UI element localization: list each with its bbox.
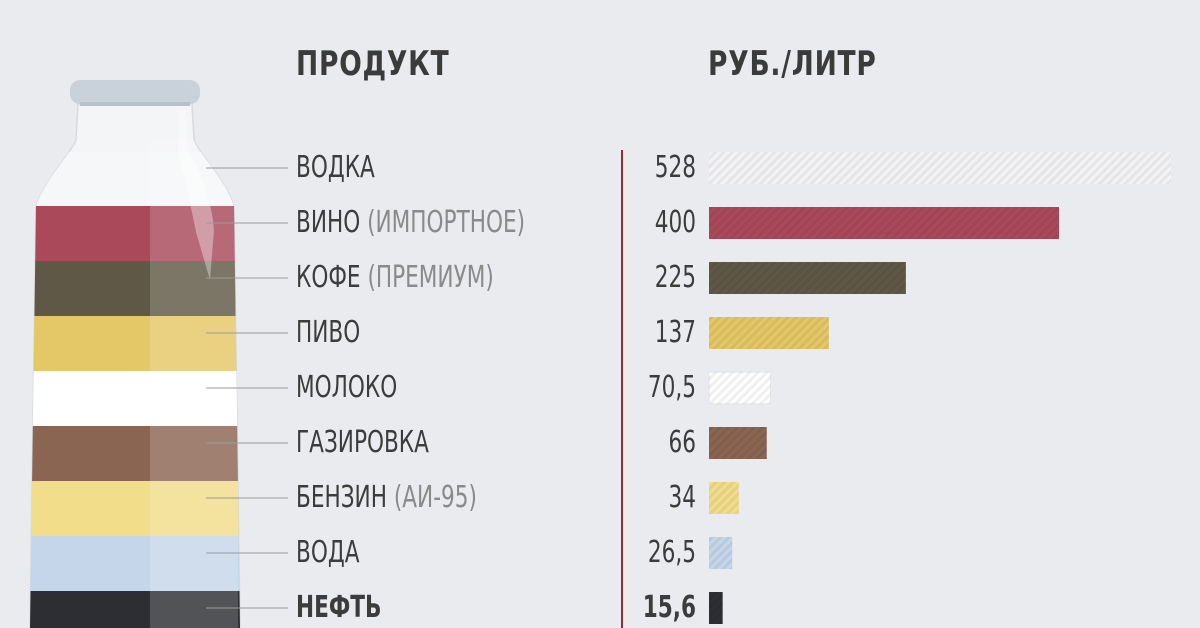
product-name: ВОДКА [296,150,375,185]
product-column-header: ПРОДУКТ [296,44,450,84]
bottle-cap [70,80,200,104]
bottle-illustration [29,80,241,628]
product-label: МОЛОКО [296,368,397,408]
product-label: ВИНО (ИМПОРТНОЕ) [296,203,525,243]
bottle-layer [30,426,240,482]
price-column-header: РУБ./ЛИТР [708,44,877,84]
price-value: 15,6 [642,590,696,625]
bottle-layer [30,536,240,592]
bar-texture [709,207,1059,239]
bar-texture [709,537,733,569]
product-name: ВОДА [296,535,360,570]
bar-texture [709,592,723,624]
product-label: ПИВО [296,313,360,353]
product-label: ВОДА [296,533,359,573]
product-name: ПИВО [296,315,361,350]
product-label: ГАЗИРОВКА [296,423,429,463]
price-value: 400 [654,205,696,240]
bottle-shine [150,140,238,628]
price-value: 528 [654,150,696,185]
bottle-layer [30,591,240,628]
product-name: ГАЗИРОВКА [296,425,429,460]
product-label: КОФЕ (ПРЕМИУМ) [296,258,494,298]
product-label: БЕНЗИН (АИ-95) [296,478,477,518]
bottle-layer [30,261,240,317]
price-value: 66 [668,425,696,460]
product-name: НЕФТЬ [296,590,382,625]
product-name: КОФЕ [296,260,368,295]
product-qualifier: (ПРЕМИУМ) [367,260,494,295]
leader-lines [206,167,288,609]
price-value: 34 [668,480,696,515]
price-value: 137 [654,315,696,350]
price-value: 26,5 [647,535,696,570]
bar-texture [709,152,1171,184]
bottle-layer [30,481,240,537]
bottle-layers [30,152,240,628]
product-qualifier: (ИМПОРТНОЕ) [367,205,526,240]
product-name: БЕНЗИН [296,480,394,515]
bar-texture [709,372,771,404]
bar-texture [709,317,829,349]
bars [708,152,1171,624]
product-qualifier: (АИ-95) [393,480,477,515]
bottle-highlight [178,110,214,280]
bottle-layer [30,206,240,262]
bar-texture [709,262,906,294]
price-value: 225 [654,260,696,295]
bottle-layer [30,152,240,206]
bar-texture [709,427,767,459]
product-label: ВОДКА [296,148,375,188]
bottle-layer [30,316,240,372]
product-name: ВИНО [296,205,368,240]
bar-texture [709,482,739,514]
bottle-cap-rim [80,102,190,106]
price-value: 70,5 [647,370,696,405]
product-name: МОЛОКО [296,370,398,405]
bottle-layer [30,371,240,427]
product-label: НЕФТЬ [296,588,381,628]
